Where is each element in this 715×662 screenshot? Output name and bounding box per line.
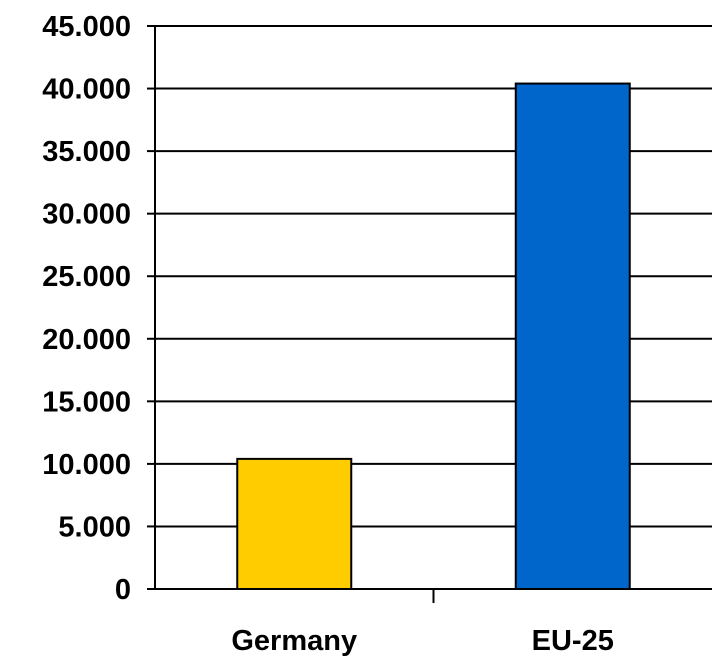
y-tick-label: 40.000 [42,74,131,106]
y-tick-label: 0 [115,574,131,606]
bar-germany [236,457,353,590]
bars [236,82,631,590]
x-category-label: Germany [231,625,357,657]
labels: 0 5.000 10.000 15.000 20.000 25.000 30.000 35.0… [42,11,614,657]
y-tick-label: 35.000 [42,136,131,168]
x-category-label: EU-25 [532,625,614,657]
y-tick-label: 10.000 [42,449,131,481]
y-tick-label: 30.000 [42,199,131,231]
y-tick-label: 45.000 [42,11,131,43]
y-tick-label: 25.000 [42,261,131,293]
bar-eu-25 [514,82,631,590]
y-tick-label: 5.000 [58,511,131,543]
y-tick-label: 15.000 [42,386,131,418]
y-tick-label: 20.000 [42,324,131,356]
